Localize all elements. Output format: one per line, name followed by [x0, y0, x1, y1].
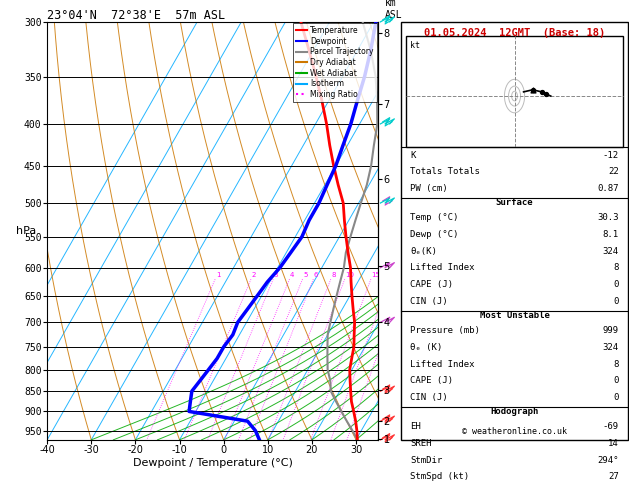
Text: 27: 27	[608, 472, 619, 482]
Text: 0.87: 0.87	[597, 184, 619, 193]
Text: CIN (J): CIN (J)	[410, 297, 448, 306]
Text: hPa: hPa	[16, 226, 36, 236]
Text: 324: 324	[603, 343, 619, 352]
X-axis label: Dewpoint / Temperature (°C): Dewpoint / Temperature (°C)	[133, 458, 292, 468]
Text: km
ASL: km ASL	[385, 0, 403, 20]
Text: θₑ(K): θₑ(K)	[410, 247, 437, 256]
Text: 10: 10	[345, 272, 354, 278]
Text: 3: 3	[274, 272, 278, 278]
Text: 1: 1	[216, 272, 220, 278]
Text: 6: 6	[314, 272, 318, 278]
Text: Surface: Surface	[496, 198, 533, 207]
Text: 0: 0	[613, 297, 619, 306]
Text: Dewp (°C): Dewp (°C)	[410, 230, 459, 239]
Text: 0: 0	[613, 376, 619, 385]
Text: Totals Totals: Totals Totals	[410, 167, 481, 176]
Text: 8.1: 8.1	[603, 230, 619, 239]
Text: 25: 25	[406, 272, 415, 278]
Text: 324: 324	[603, 247, 619, 256]
Text: StmSpd (kt): StmSpd (kt)	[410, 472, 469, 482]
Text: 8: 8	[331, 272, 336, 278]
Text: 8: 8	[613, 263, 619, 273]
Text: Lifted Index: Lifted Index	[410, 360, 475, 368]
Text: 23°04'N  72°38'E  57m ASL: 23°04'N 72°38'E 57m ASL	[47, 9, 225, 22]
Text: 01.05.2024  12GMT  (Base: 18): 01.05.2024 12GMT (Base: 18)	[424, 28, 605, 38]
Text: 14: 14	[608, 439, 619, 448]
Text: 30.3: 30.3	[597, 213, 619, 222]
Text: EH: EH	[410, 422, 421, 431]
Text: Lifted Index: Lifted Index	[410, 263, 475, 273]
Text: 5: 5	[303, 272, 308, 278]
Text: Temp (°C): Temp (°C)	[410, 213, 459, 222]
Legend: Temperature, Dewpoint, Parcel Trajectory, Dry Adiabat, Wet Adiabat, Isotherm, Mi: Temperature, Dewpoint, Parcel Trajectory…	[293, 23, 377, 102]
Text: 4: 4	[290, 272, 294, 278]
Text: PW (cm): PW (cm)	[410, 184, 448, 193]
Text: kt: kt	[410, 41, 420, 50]
Text: -12: -12	[603, 151, 619, 159]
Text: -69: -69	[603, 422, 619, 431]
Text: 0: 0	[613, 393, 619, 402]
Text: 15: 15	[372, 272, 381, 278]
Text: Most Unstable: Most Unstable	[479, 311, 550, 320]
Text: θₑ (K): θₑ (K)	[410, 343, 443, 352]
Text: 22: 22	[608, 167, 619, 176]
Text: 2: 2	[252, 272, 256, 278]
Bar	[406, 36, 623, 147]
Text: CAPE (J): CAPE (J)	[410, 280, 454, 289]
Text: 8: 8	[613, 360, 619, 368]
Point	[528, 86, 538, 94]
Text: K: K	[410, 151, 416, 159]
Point	[537, 88, 547, 96]
Text: 999: 999	[603, 326, 619, 335]
Text: 294°: 294°	[597, 456, 619, 465]
Text: Pressure (mb): Pressure (mb)	[410, 326, 481, 335]
Point	[528, 86, 538, 94]
Text: CIN (J): CIN (J)	[410, 393, 448, 402]
Text: CAPE (J): CAPE (J)	[410, 376, 454, 385]
Text: 20: 20	[391, 272, 399, 278]
Text: © weatheronline.co.uk: © weatheronline.co.uk	[462, 427, 567, 435]
Text: Hodograph: Hodograph	[491, 407, 538, 416]
Point	[541, 90, 551, 98]
Text: SREH: SREH	[410, 439, 432, 448]
Text: StmDir: StmDir	[410, 456, 443, 465]
Text: 0: 0	[613, 280, 619, 289]
